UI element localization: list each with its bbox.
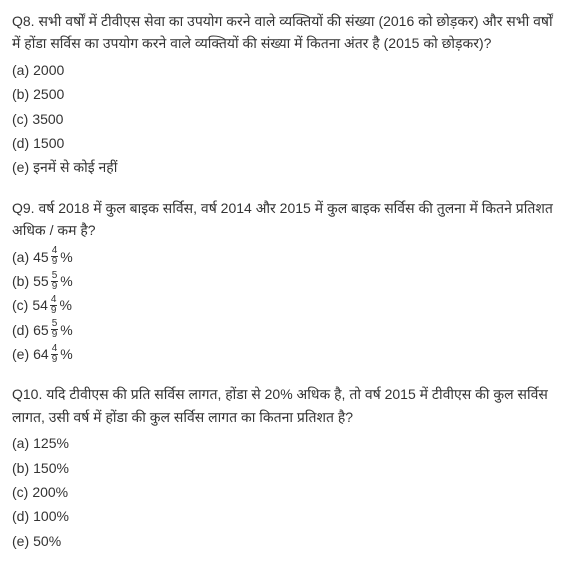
q9-option-3-label: (d) (12, 319, 29, 341)
q9-option-2: (c)5449% (12, 294, 558, 316)
q10-option-3-value: 100% (33, 505, 69, 527)
q10-option-2: (c)200% (12, 481, 558, 503)
q9-option-2-fraction: 49 (50, 295, 58, 316)
q10-option-3: (d)100% (12, 505, 558, 527)
q10-option-1-value: 150% (33, 457, 69, 479)
q9-option-3-suffix: % (60, 319, 72, 341)
q9-question: वर्ष 2018 में कुल बाइक सर्विस, वर्ष 2014… (12, 200, 553, 238)
q10-question: यदि टीवीएस की प्रति सर्विस लागत, होंडा स… (12, 386, 548, 424)
q9-option-0-whole: 45 (33, 246, 49, 268)
q8-option-2-label: (c) (12, 108, 28, 130)
q8-question: सभी वर्षों में टीवीएस सेवा का उपयोग करने… (12, 13, 553, 51)
q8-option-2: (c)3500 (12, 108, 558, 130)
q8-option-3-label: (d) (12, 132, 29, 154)
q9-option-4-fraction: 49 (51, 344, 59, 365)
q8-option-0: (a)2000 (12, 59, 558, 81)
q9-option-1-numerator: 5 (51, 271, 59, 282)
q8-option-2-value: 3500 (32, 108, 63, 130)
q9-option-0: (a)4549% (12, 246, 558, 268)
q9-option-1-label: (b) (12, 270, 29, 292)
q8-option-4: (e)इनमें से कोई नहीं (12, 156, 558, 178)
q9-text: Q9. वर्ष 2018 में कुल बाइक सर्विस, वर्ष … (12, 197, 558, 242)
q10-option-2-value: 200% (32, 481, 68, 503)
q10-option-4-value: 50% (33, 530, 61, 552)
q8-option-1-label: (b) (12, 83, 29, 105)
q9-option-2-denominator: 9 (50, 306, 58, 316)
q8-block: Q8. सभी वर्षों में टीवीएस सेवा का उपयोग … (12, 10, 558, 179)
q10-option-4: (e)50% (12, 530, 558, 552)
q9-block: Q9. वर्ष 2018 में कुल बाइक सर्विस, वर्ष … (12, 197, 558, 366)
q9-option-3-mixed: 6559% (33, 319, 73, 341)
q9-option-2-whole: 54 (32, 294, 48, 316)
q9-option-0-fraction: 49 (51, 246, 59, 267)
q10-option-3-label: (d) (12, 505, 29, 527)
q9-option-0-denominator: 9 (51, 257, 59, 267)
q9-option-4-denominator: 9 (51, 355, 59, 365)
q9-option-4: (e)6449% (12, 343, 558, 365)
q8-option-4-label: (e) (12, 156, 29, 178)
q9-option-4-whole: 64 (33, 343, 49, 365)
q8-option-3: (d)1500 (12, 132, 558, 154)
q9-label: Q9. (12, 200, 38, 216)
q10-label: Q10. (12, 386, 46, 402)
q9-option-2-suffix: % (59, 294, 71, 316)
q8-label: Q8. (12, 13, 38, 29)
q8-option-3-value: 1500 (33, 132, 64, 154)
q9-option-0-mixed: 4549% (33, 246, 73, 268)
q10-option-0: (a)125% (12, 432, 558, 454)
q10-option-1-label: (b) (12, 457, 29, 479)
q9-option-3-whole: 65 (33, 319, 49, 341)
q9-option-2-label: (c) (12, 294, 28, 316)
q9-option-1-fraction: 59 (51, 271, 59, 292)
q9-option-1-mixed: 5559% (33, 270, 73, 292)
q9-option-0-suffix: % (60, 246, 72, 268)
q9-option-1-suffix: % (60, 270, 72, 292)
q9-option-3-denominator: 9 (51, 330, 59, 340)
q8-option-0-label: (a) (12, 59, 29, 81)
q9-option-3: (d)6559% (12, 319, 558, 341)
q9-option-4-label: (e) (12, 343, 29, 365)
q10-option-4-label: (e) (12, 530, 29, 552)
q10-option-1: (b)150% (12, 457, 558, 479)
q9-option-3-fraction: 59 (51, 319, 59, 340)
q10-text: Q10. यदि टीवीएस की प्रति सर्विस लागत, हो… (12, 383, 558, 428)
q10-block: Q10. यदि टीवीएस की प्रति सर्विस लागत, हो… (12, 383, 558, 552)
q9-option-1-whole: 55 (33, 270, 49, 292)
q8-text: Q8. सभी वर्षों में टीवीएस सेवा का उपयोग … (12, 10, 558, 55)
q10-option-2-label: (c) (12, 481, 28, 503)
q9-option-1-denominator: 9 (51, 282, 59, 292)
q9-option-4-suffix: % (60, 343, 72, 365)
q9-option-0-label: (a) (12, 246, 29, 268)
q10-option-0-label: (a) (12, 432, 29, 454)
q8-option-0-value: 2000 (33, 59, 64, 81)
q9-option-4-mixed: 6449% (33, 343, 73, 365)
q8-option-4-value: इनमें से कोई नहीं (33, 156, 117, 178)
q9-option-1: (b)5559% (12, 270, 558, 292)
q8-option-1: (b)2500 (12, 83, 558, 105)
q9-option-2-mixed: 5449% (32, 294, 72, 316)
q10-option-0-value: 125% (33, 432, 69, 454)
q8-option-1-value: 2500 (33, 83, 64, 105)
